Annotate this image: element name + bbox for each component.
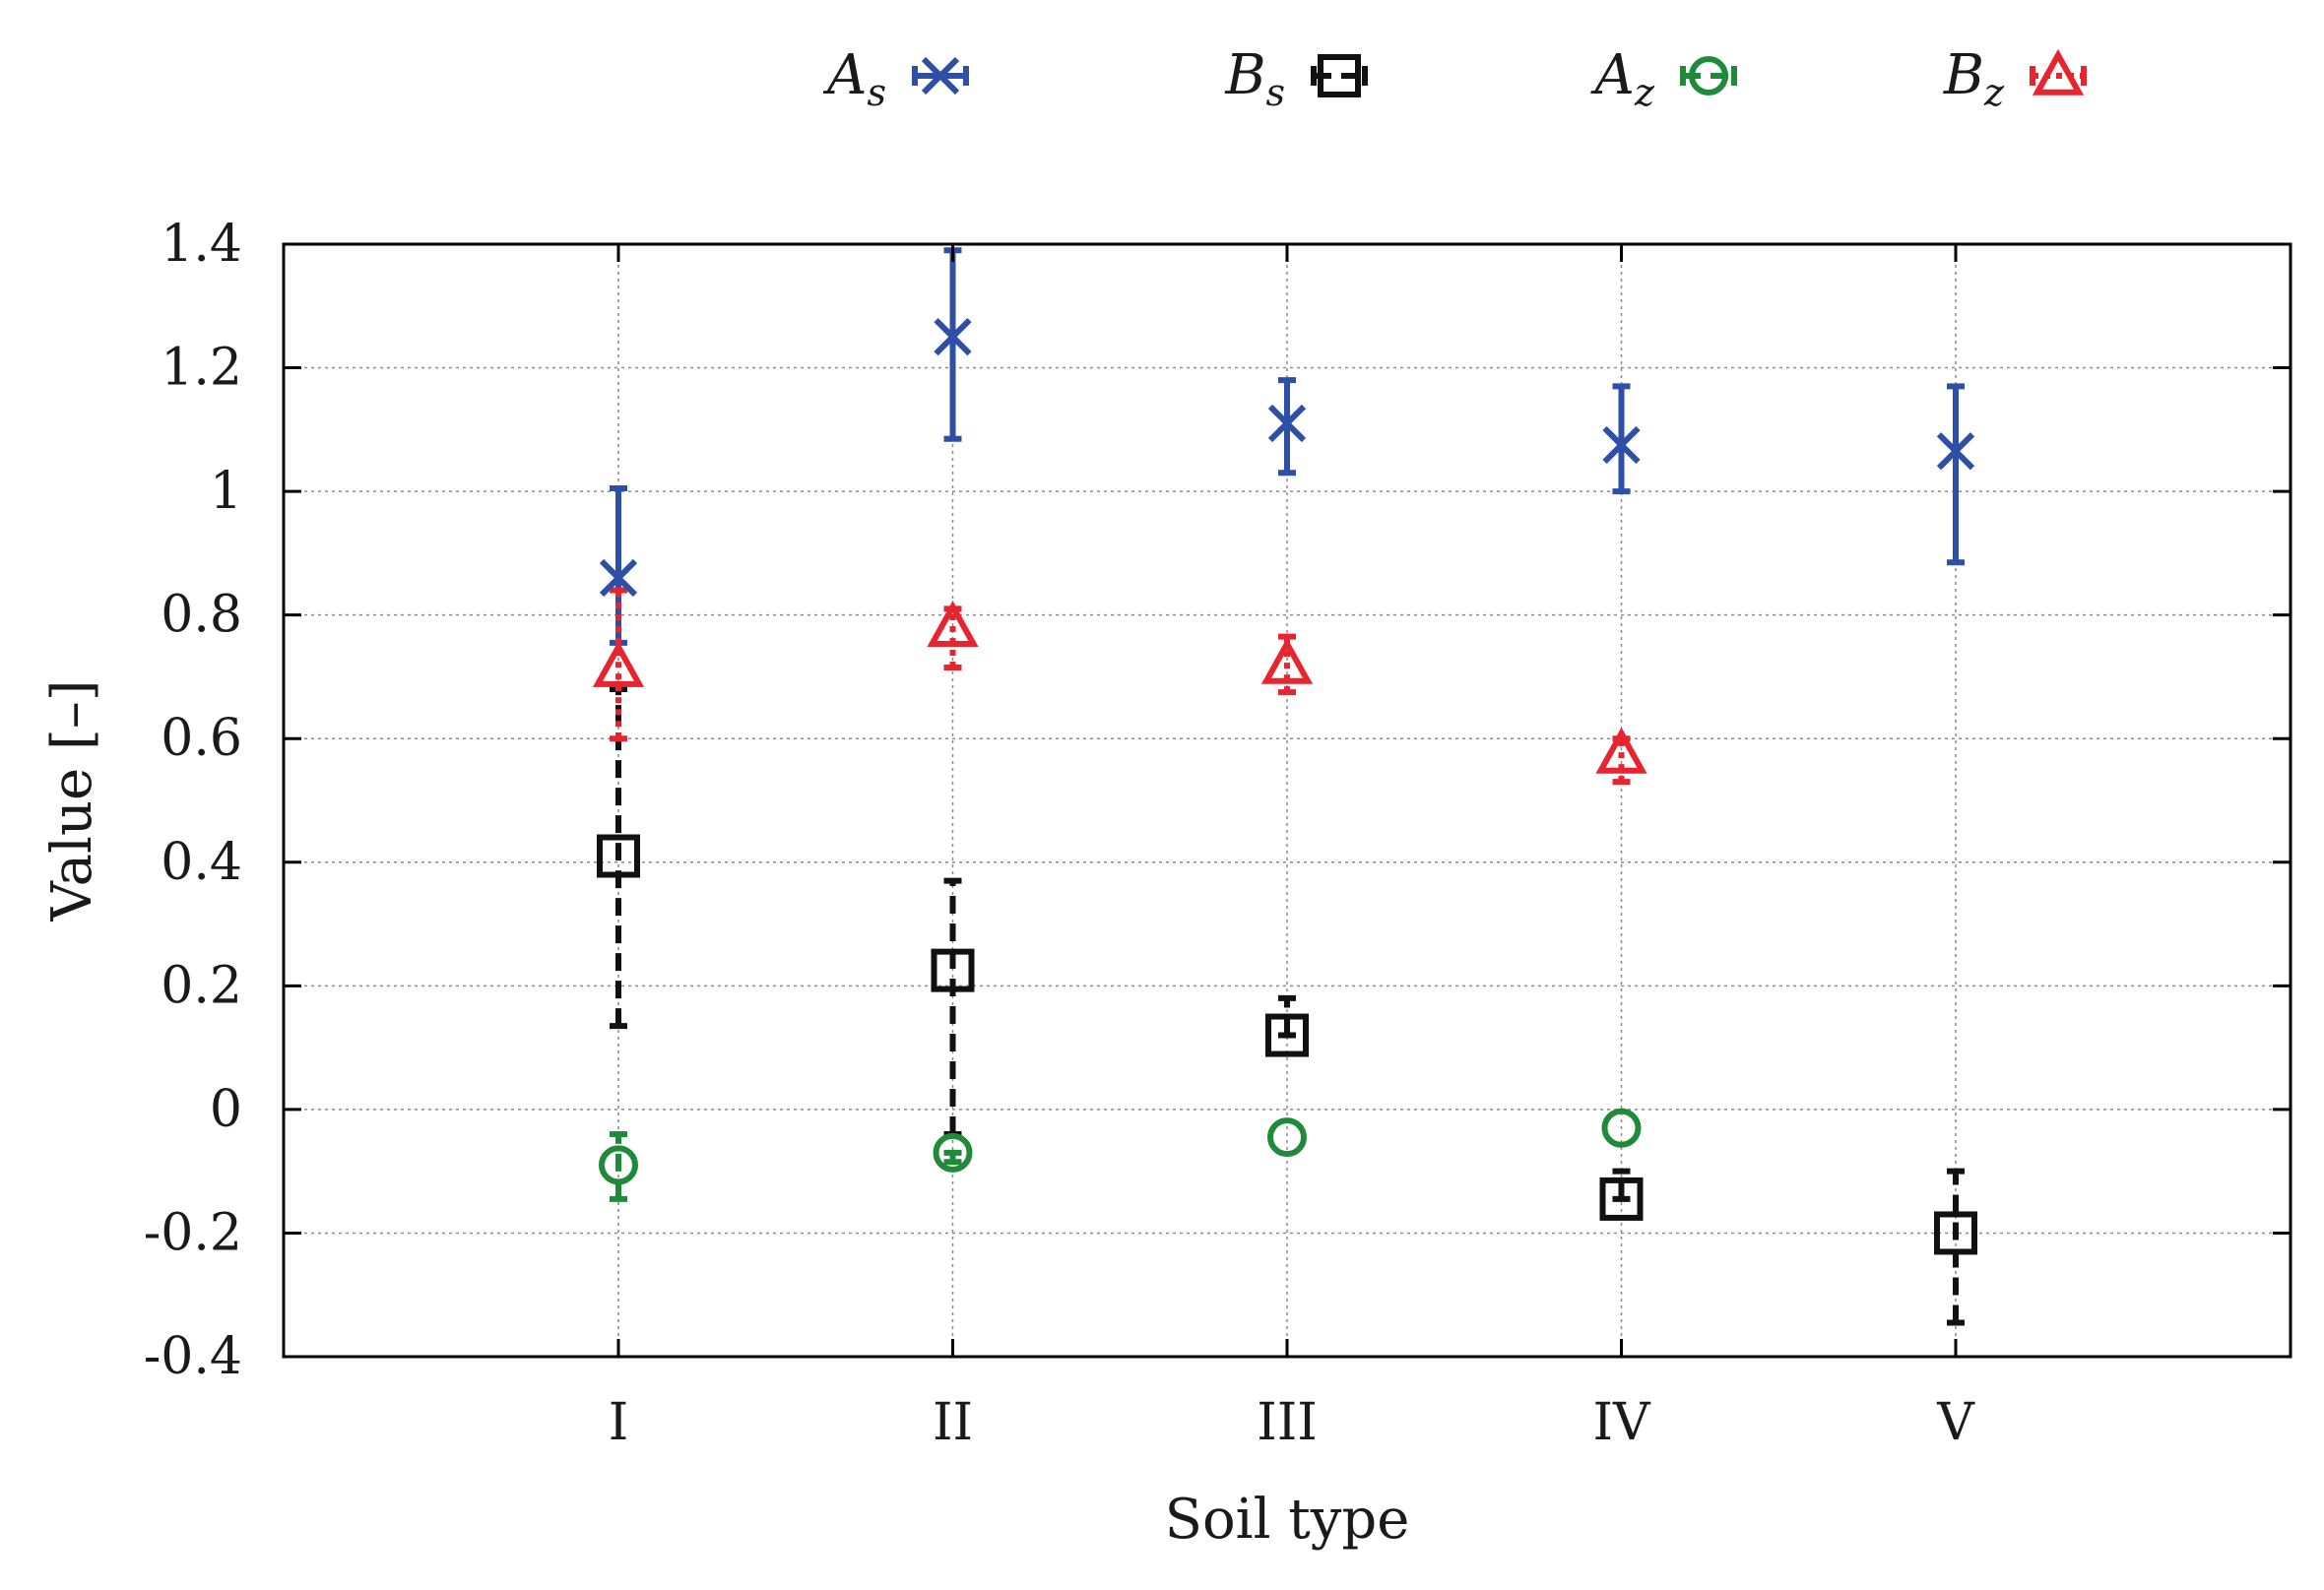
x-tick-labels: I II III IV V: [609, 1393, 1975, 1452]
legend-entry-label: Bs: [1224, 43, 1285, 114]
x-axis-label: Soil type: [1165, 1488, 1410, 1552]
legend-entry-label: As: [822, 43, 886, 114]
legend-entry-label: Bz: [1943, 43, 2005, 114]
data-point: [934, 318, 972, 356]
x-tick-label: I: [609, 1393, 629, 1452]
data-point: [1934, 1211, 1977, 1255]
x-tick-label: V: [1936, 1393, 1975, 1452]
data-point: [927, 601, 979, 648]
data-point: [1267, 1117, 1307, 1158]
data-point: [931, 948, 975, 992]
data-point: [933, 1132, 973, 1173]
y-tick-label: 0.4: [161, 833, 242, 892]
data-point: [1599, 1177, 1644, 1221]
data-point: [1602, 425, 1641, 465]
data-point: [592, 640, 645, 687]
legend-entry-label: Az: [1590, 43, 1655, 114]
data-point: [1595, 727, 1647, 774]
data-point: [599, 1145, 638, 1185]
x-tick-label: IV: [1592, 1393, 1651, 1452]
legend: As Bs Az Bz: [822, 43, 2087, 114]
y-tick-label: 0.2: [161, 956, 242, 1015]
data-point: [1936, 432, 1975, 471]
y-tick-label: 0.8: [161, 586, 242, 645]
x-tick-label: II: [933, 1393, 973, 1452]
y-tick-label: 0: [210, 1080, 242, 1139]
data-point: [1260, 637, 1314, 684]
y-tick-label: 1.2: [161, 339, 242, 398]
data-point: [1267, 404, 1307, 443]
data-point: [599, 558, 638, 598]
y-tick-label: -0.4: [144, 1327, 242, 1386]
data-point: [1265, 1013, 1309, 1057]
data-point: [597, 834, 640, 878]
y-axis-label: Value [–]: [40, 679, 104, 922]
data-point: [1601, 1108, 1642, 1148]
y-tick-labels: 1.4 1.2 1 0.8 0.6 0.4 0.2 0 -0.2 -0.4: [144, 215, 242, 1386]
legend-marker: [921, 56, 960, 95]
x-tick-label: III: [1257, 1393, 1318, 1452]
y-tick-label: 1.4: [161, 215, 242, 274]
legend-marker: [1318, 54, 1361, 97]
tick-marks: [284, 242, 2291, 1359]
y-tick-label: 0.6: [161, 709, 242, 768]
error-bars: [610, 247, 1965, 1326]
data-markers: [592, 318, 1977, 1255]
y-tick-label: -0.2: [144, 1203, 242, 1262]
legend-marker: [1689, 56, 1728, 95]
legend-marker: [2032, 48, 2085, 95]
y-tick-label: 1: [210, 462, 242, 521]
